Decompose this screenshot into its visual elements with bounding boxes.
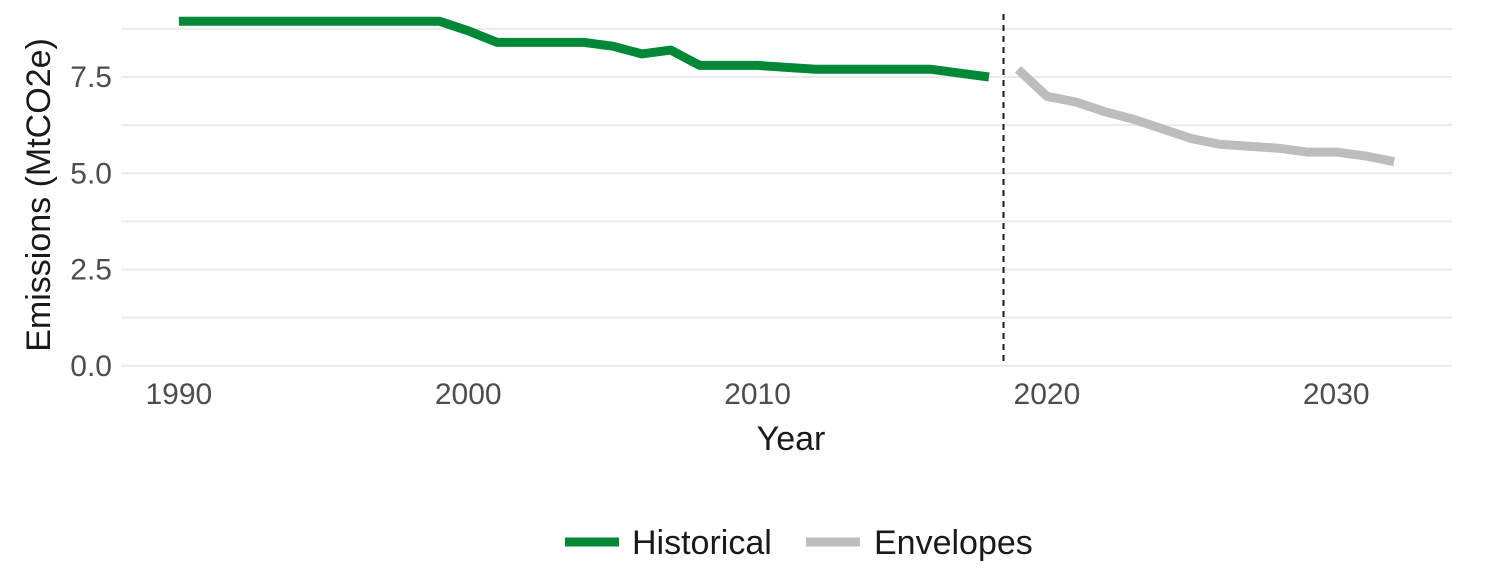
legend-label-historical: Historical — [632, 524, 772, 562]
x-tick-labels: 1990 2000 2010 2020 2030 — [145, 378, 1369, 411]
series-line-historical — [178, 16, 990, 82]
x-tick-label: 2010 — [724, 378, 791, 411]
y-tick-label: 5.0 — [70, 157, 112, 190]
x-tick-label: 2000 — [435, 378, 502, 411]
x-tick-label: 2030 — [1303, 378, 1370, 411]
legend: Historical Envelopes — [565, 524, 1033, 562]
series-line-envelopes — [1014, 66, 1395, 167]
series-lines — [178, 16, 1395, 167]
x-tick-label: 2020 — [1014, 378, 1081, 411]
y-tick-label: 0.0 — [70, 350, 112, 383]
legend-label-envelopes: Envelopes — [874, 524, 1033, 562]
x-axis-title: Year — [757, 420, 826, 458]
x-tick-label: 1990 — [145, 378, 212, 411]
y-tick-label: 2.5 — [70, 254, 112, 287]
y-tick-labels: 0.0 2.5 5.0 7.5 — [70, 61, 112, 383]
y-tick-label: 7.5 — [70, 61, 112, 94]
y-axis-title: Emissions (MtCO2e) — [20, 38, 58, 352]
gridlines — [121, 27, 1452, 367]
